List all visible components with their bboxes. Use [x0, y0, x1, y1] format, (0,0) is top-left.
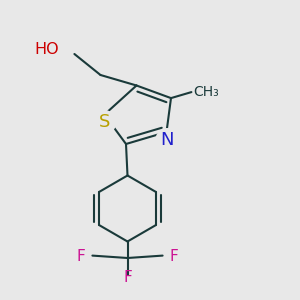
Text: F: F: [123, 270, 132, 285]
Text: HO: HO: [34, 42, 58, 57]
Circle shape: [156, 129, 179, 152]
Text: N: N: [161, 131, 174, 149]
Text: F: F: [77, 249, 85, 264]
Text: F: F: [169, 249, 178, 264]
Circle shape: [93, 111, 116, 134]
Text: S: S: [99, 113, 110, 131]
Text: CH₃: CH₃: [194, 85, 219, 98]
